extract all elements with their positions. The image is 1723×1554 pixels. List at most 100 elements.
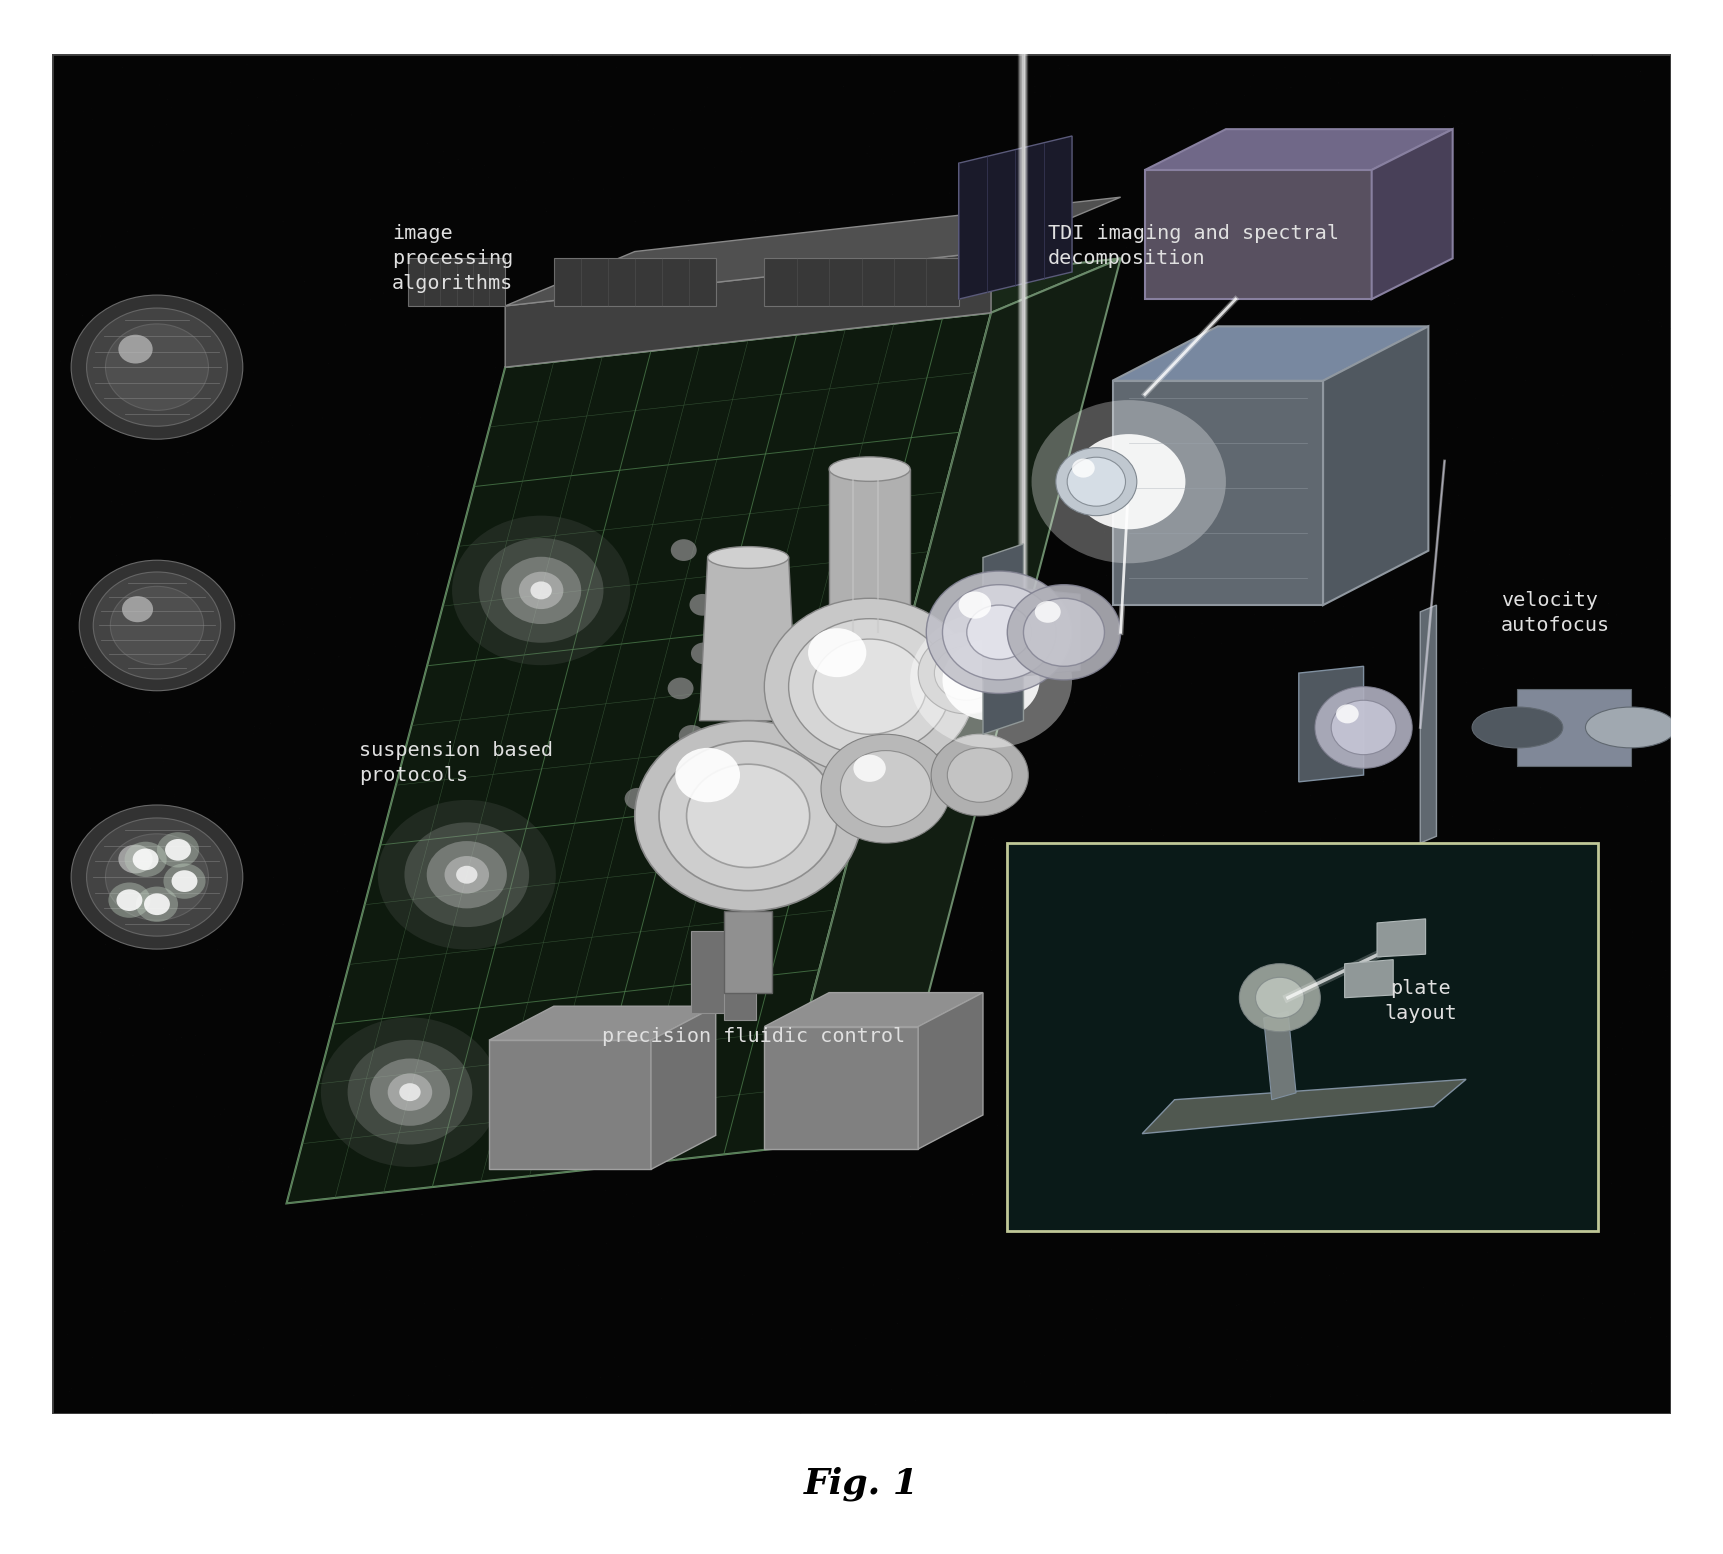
Point xyxy=(57,581,84,606)
Point xyxy=(1165,107,1192,132)
Point xyxy=(1614,1074,1642,1099)
Point xyxy=(924,861,951,886)
Point xyxy=(920,1040,948,1064)
Point xyxy=(1184,791,1211,816)
Point xyxy=(951,967,979,991)
Point xyxy=(1599,218,1627,242)
Point xyxy=(1154,166,1182,191)
Point xyxy=(701,1144,729,1169)
Point xyxy=(867,1319,894,1344)
Point xyxy=(107,1019,134,1044)
Point xyxy=(1332,645,1359,670)
Point xyxy=(722,1013,750,1038)
Circle shape xyxy=(405,822,529,928)
Point xyxy=(269,609,296,634)
Point xyxy=(1449,1293,1477,1318)
Point xyxy=(1508,1051,1535,1075)
Point xyxy=(1602,1024,1630,1049)
Point xyxy=(979,132,1006,157)
Point xyxy=(972,214,999,239)
Point xyxy=(1027,500,1054,525)
Point xyxy=(1037,1170,1065,1195)
Point xyxy=(581,752,608,777)
Point xyxy=(153,87,181,112)
Point xyxy=(102,836,129,861)
Point xyxy=(476,490,503,514)
Point xyxy=(1475,609,1502,634)
Point xyxy=(133,704,160,729)
Point xyxy=(1337,336,1365,361)
Point xyxy=(906,721,934,746)
Point xyxy=(1458,1206,1485,1231)
Point xyxy=(1589,1291,1616,1316)
Point xyxy=(1649,999,1676,1024)
Point xyxy=(281,1257,308,1282)
Point xyxy=(1184,908,1211,932)
Point xyxy=(875,1372,903,1397)
Circle shape xyxy=(1072,434,1185,530)
Point xyxy=(1278,664,1306,688)
Point xyxy=(1480,827,1508,852)
Point xyxy=(403,522,431,547)
Point xyxy=(198,971,226,996)
Point xyxy=(1415,1054,1442,1078)
Point xyxy=(474,1005,501,1030)
Point xyxy=(165,309,193,334)
Point xyxy=(410,645,438,670)
Point xyxy=(565,1253,593,1277)
Point xyxy=(1254,1349,1282,1374)
Point xyxy=(529,605,557,629)
Point xyxy=(1094,340,1122,365)
Point xyxy=(90,1276,117,1301)
Point xyxy=(1042,1040,1070,1064)
Point xyxy=(1647,314,1675,339)
Point xyxy=(1463,1259,1490,1284)
Point xyxy=(612,1183,639,1207)
Point xyxy=(1134,737,1161,761)
Point xyxy=(1063,1131,1091,1156)
Point xyxy=(62,833,90,858)
Point xyxy=(584,1206,612,1231)
Point xyxy=(879,141,906,166)
Point xyxy=(958,183,986,208)
Point xyxy=(1272,1315,1299,1340)
Point xyxy=(1344,1198,1372,1223)
Point xyxy=(687,1326,715,1350)
Point xyxy=(1139,174,1166,199)
Point xyxy=(574,1127,601,1152)
Point xyxy=(222,196,250,221)
Point xyxy=(1270,1234,1297,1259)
Point xyxy=(233,850,260,875)
Polygon shape xyxy=(765,993,984,1027)
Point xyxy=(324,878,351,903)
Point xyxy=(153,48,181,73)
Point xyxy=(531,406,558,430)
Point xyxy=(1103,182,1130,207)
Point xyxy=(1208,1083,1235,1108)
Point xyxy=(1249,284,1277,309)
Point xyxy=(1480,817,1508,842)
Point xyxy=(903,1369,930,1394)
Point xyxy=(1397,1005,1425,1030)
Point xyxy=(102,625,129,650)
Point xyxy=(1254,300,1282,325)
Point xyxy=(436,1363,463,1388)
Point xyxy=(1459,1285,1487,1310)
Point xyxy=(799,544,827,569)
Point xyxy=(644,1212,672,1237)
Circle shape xyxy=(1067,457,1125,507)
Point xyxy=(1527,775,1554,800)
Point xyxy=(1616,1134,1644,1159)
Point xyxy=(1616,884,1644,909)
Point xyxy=(901,741,929,766)
Point xyxy=(227,183,255,208)
Point xyxy=(1218,982,1246,1007)
Point xyxy=(112,190,140,214)
Point xyxy=(305,1200,333,1225)
Point xyxy=(414,454,441,479)
Point xyxy=(307,1148,334,1173)
Point xyxy=(1311,1352,1339,1377)
Point xyxy=(155,337,183,362)
Point xyxy=(1072,409,1099,434)
Point xyxy=(1039,373,1067,398)
